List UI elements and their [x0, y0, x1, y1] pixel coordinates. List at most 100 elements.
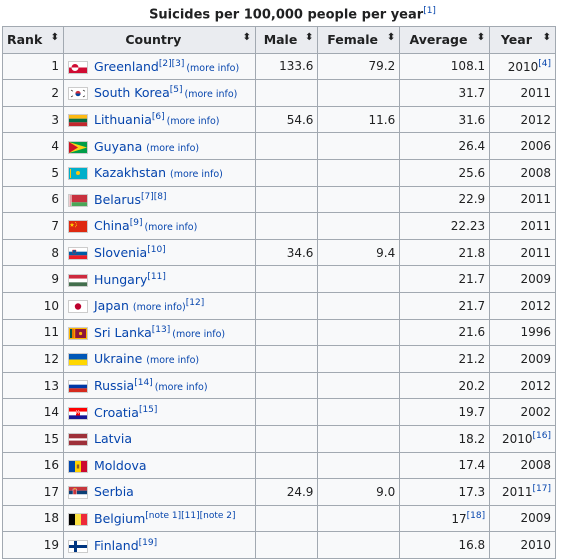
- average-cell: 17[18]: [399, 504, 491, 533]
- year-cell: 2008: [489, 451, 556, 480]
- more-info-link[interactable]: (more info): [146, 142, 200, 154]
- header-female[interactable]: Female ⬍: [317, 26, 401, 54]
- country-ref-link[interactable]: [10]: [147, 245, 166, 256]
- country-link[interactable]: Lithuania: [94, 112, 152, 128]
- country-ref-link[interactable]: [11]: [147, 271, 166, 282]
- sort-icon[interactable]: ⬍: [386, 32, 396, 44]
- sort-icon[interactable]: ⬍: [542, 32, 551, 44]
- country-ref-link[interactable]: [12]: [185, 298, 205, 309]
- finland-flag-icon: [68, 539, 88, 553]
- year-ref-link[interactable]: [16]: [532, 431, 551, 442]
- country-ref-link[interactable]: [19]: [138, 537, 158, 548]
- year-ref-link[interactable]: [4]: [538, 58, 551, 69]
- female-cell: 9.4: [317, 238, 401, 267]
- more-info-link[interactable]: (more info): [170, 169, 223, 181]
- header-year[interactable]: Year ⬍: [489, 26, 556, 54]
- sort-icon[interactable]: ⬍: [242, 32, 251, 44]
- year-cell: 1996: [489, 318, 556, 347]
- year-cell: 2002: [489, 398, 556, 426]
- country-ref-link[interactable]: [14]: [134, 378, 153, 389]
- male-cell: [254, 451, 319, 480]
- female-cell: [317, 424, 401, 453]
- male-cell: 133.6: [254, 52, 319, 81]
- more-info-link[interactable]: (more info): [154, 382, 208, 394]
- male-cell: [254, 185, 319, 214]
- female-value: 11.6: [368, 112, 396, 127]
- table-row: 19 Finland[19] 16.8 2010: [2, 531, 556, 559]
- average-cell: 22.9: [399, 185, 491, 214]
- more-info-link[interactable]: (more info): [166, 116, 220, 128]
- rank-value: 8: [51, 245, 59, 260]
- average-value: 20.2: [458, 378, 486, 393]
- country-ref-link[interactable]: [5]: [169, 85, 183, 96]
- female-cell: [317, 531, 401, 559]
- rank-value: 6: [51, 192, 59, 207]
- country-ref-link[interactable]: [note 1][11][note 2]: [145, 510, 236, 521]
- year-cell: 2012: [489, 291, 556, 320]
- sort-icon[interactable]: ⬍: [305, 32, 314, 44]
- country-cell: Belgium[note 1][11][note 2]: [63, 504, 256, 533]
- average-cell: 19.7: [399, 398, 491, 426]
- country-link[interactable]: Serbia: [94, 484, 134, 500]
- country-link[interactable]: Finland: [94, 537, 139, 553]
- year-value: 2002: [520, 405, 551, 420]
- year-value: 2011: [501, 485, 533, 500]
- more-info-link[interactable]: (more info): [186, 62, 240, 74]
- country-link[interactable]: Greenland: [94, 58, 159, 74]
- year-cell: 2012: [489, 105, 556, 134]
- country-link[interactable]: Moldova: [94, 457, 147, 473]
- header-male[interactable]: Male ⬍: [254, 26, 319, 54]
- year-ref-link[interactable]: [17]: [532, 484, 551, 495]
- country-ref-link[interactable]: [6]: [151, 112, 165, 123]
- country-link[interactable]: Russia: [94, 378, 135, 394]
- sort-icon[interactable]: ⬍: [476, 32, 486, 44]
- average-ref-link[interactable]: [18]: [466, 510, 486, 521]
- header-rank[interactable]: Rank ⬍: [2, 26, 64, 54]
- country-link[interactable]: Sri Lanka: [94, 324, 152, 340]
- country-ref-link[interactable]: [9]: [129, 218, 143, 229]
- country-link[interactable]: Hungary: [94, 271, 148, 287]
- country-link[interactable]: Slovenia: [94, 245, 148, 261]
- average-cell: 18.2: [399, 424, 491, 453]
- more-info-link[interactable]: (more info): [172, 328, 226, 340]
- country-link[interactable]: Guyana: [94, 138, 143, 154]
- country-link[interactable]: South Korea: [94, 85, 170, 101]
- country-ref-link[interactable]: [7][8]: [140, 191, 167, 202]
- country-ref-link[interactable]: [2][3]: [158, 58, 185, 69]
- average-value: 21.7: [458, 272, 486, 287]
- more-info-link[interactable]: (more info): [132, 302, 186, 314]
- country-link[interactable]: Ukraine: [94, 351, 143, 367]
- country-link[interactable]: Belarus: [94, 191, 141, 207]
- male-cell: [254, 79, 319, 107]
- country-cell: Kazakhstan (more info): [63, 158, 256, 187]
- male-cell: [254, 371, 319, 400]
- more-info-link[interactable]: (more info): [146, 355, 200, 367]
- country-cell: Sri Lanka[13] (more info): [63, 318, 256, 347]
- rank-value: 18: [43, 511, 59, 526]
- female-cell: [317, 212, 401, 240]
- male-cell: 24.9: [254, 478, 319, 506]
- male-cell: [254, 531, 319, 559]
- average-value: 22.9: [458, 192, 486, 207]
- country-link[interactable]: Belgium: [94, 510, 146, 526]
- header-average[interactable]: Average ⬍: [399, 26, 491, 54]
- more-info-link[interactable]: (more info): [144, 222, 198, 234]
- country-link[interactable]: Croatia: [94, 404, 139, 420]
- rank-cell: 16: [2, 451, 64, 480]
- rank-cell: 7: [2, 212, 64, 240]
- year-value: 2010: [507, 59, 539, 74]
- country-link[interactable]: Latvia: [94, 431, 133, 447]
- caption-ref-link[interactable]: [1]: [423, 6, 436, 16]
- more-info-link[interactable]: (more info): [184, 89, 238, 101]
- suicide-rate-table: Rank ⬍ Country ⬍ Male ⬍ Female ⬍ Average ⬍ Ye…: [2, 26, 556, 559]
- header-country[interactable]: Country ⬍: [63, 26, 256, 54]
- country-ref-link[interactable]: [15]: [138, 404, 158, 415]
- year-value: 2012: [520, 112, 551, 127]
- sort-icon[interactable]: ⬍: [50, 32, 59, 44]
- rank-cell: 8: [2, 238, 64, 267]
- country-link[interactable]: China: [94, 218, 130, 234]
- country-link[interactable]: Kazakhstan: [94, 165, 167, 181]
- country-ref-link[interactable]: [13]: [151, 324, 171, 335]
- country-link[interactable]: Japan: [94, 298, 129, 314]
